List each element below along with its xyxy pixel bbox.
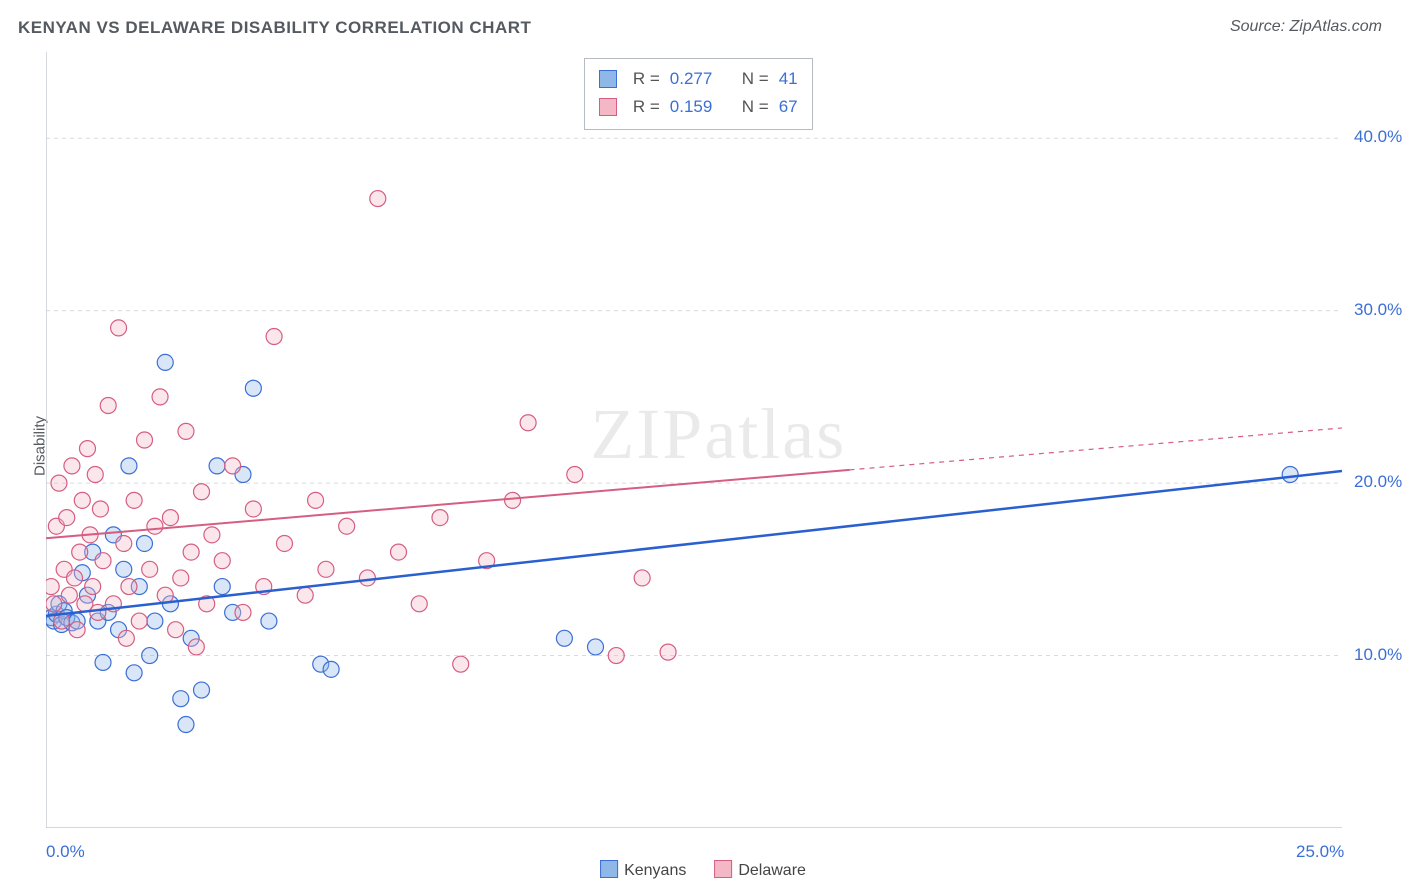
y-tick-label: 30.0% (1354, 300, 1402, 320)
bottom-legend: Kenyans Delaware (600, 860, 806, 880)
stats-legend-row: R = 0.277 N = 41 (599, 65, 798, 93)
legend-swatch-icon (599, 98, 617, 116)
bottom-legend-item: Delaware (714, 860, 806, 880)
x-tick-label: 0.0% (46, 842, 85, 862)
x-tick-label: 25.0% (1296, 842, 1344, 862)
scatter-plot: ZIPatlas (46, 52, 1342, 828)
stats-legend: R = 0.277 N = 41R = 0.159 N = 67 (584, 58, 813, 130)
plot-svg (46, 52, 1342, 828)
legend-swatch-icon (599, 70, 617, 88)
stats-legend-row: R = 0.159 N = 67 (599, 93, 798, 121)
legend-swatch-icon (714, 860, 732, 878)
chart-title: KENYAN VS DELAWARE DISABILITY CORRELATIO… (18, 18, 531, 38)
bottom-legend-item: Kenyans (600, 860, 686, 880)
y-tick-label: 20.0% (1354, 472, 1402, 492)
y-tick-label: 10.0% (1354, 645, 1402, 665)
source-attribution: Source: ZipAtlas.com (1230, 18, 1382, 36)
y-tick-label: 40.0% (1354, 127, 1402, 147)
legend-swatch-icon (600, 860, 618, 878)
